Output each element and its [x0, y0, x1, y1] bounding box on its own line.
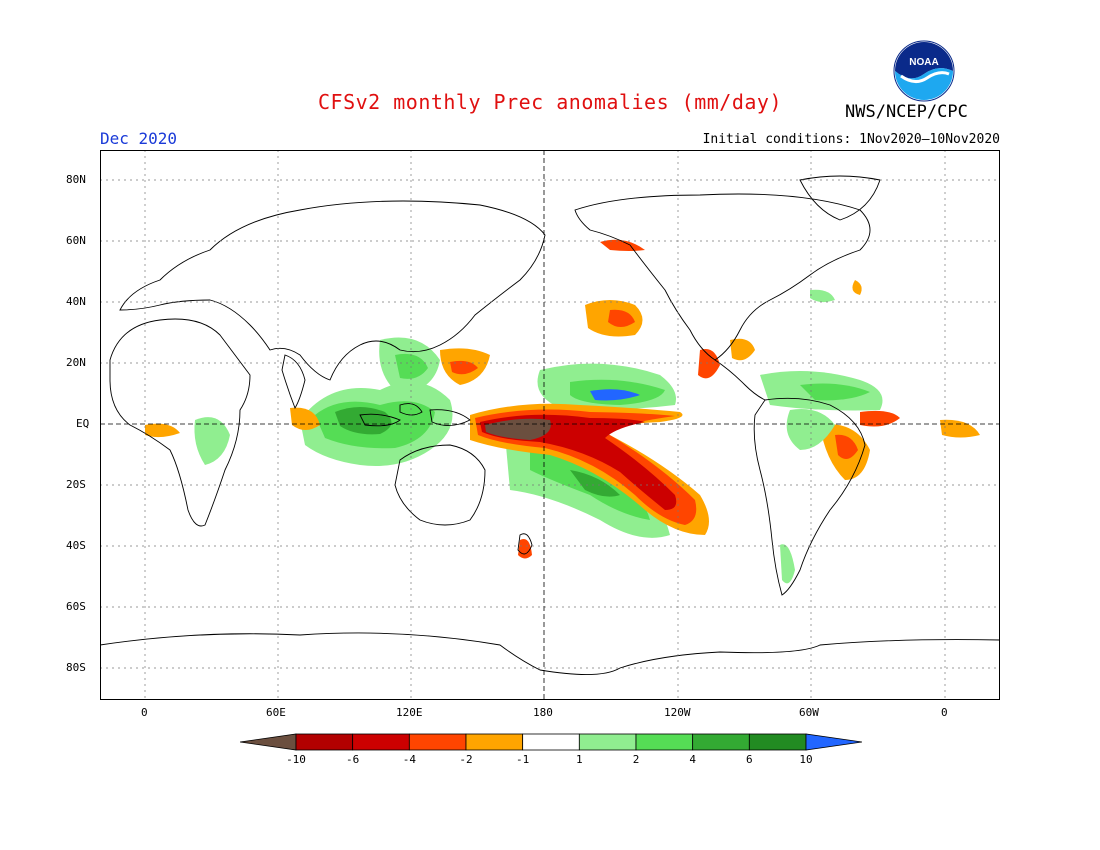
- lat-label: 20N: [66, 356, 86, 369]
- logo-text: NOAA: [909, 57, 938, 68]
- colorbar-tick-label: 6: [746, 753, 753, 766]
- noaa-logo: NOAA: [893, 40, 955, 102]
- lat-label: 60S: [66, 600, 86, 613]
- valid-month: Dec 2020: [100, 129, 178, 148]
- colorbar-tick-label: -6: [346, 753, 360, 766]
- colorbar-tick-label: -2: [459, 753, 473, 766]
- colorbar-segment: [578, 733, 637, 751]
- colorbar-segment: [522, 733, 580, 751]
- coastlines: [100, 175, 1000, 675]
- agency-label: NWS/NCEP/CPC: [845, 102, 968, 122]
- colorbar-segment: [692, 733, 750, 751]
- colorbar: [240, 733, 862, 751]
- colorbar-tick-label: 1: [576, 753, 583, 766]
- lon-label: 0: [941, 706, 948, 719]
- lat-label: EQ: [76, 417, 90, 430]
- colorbar-tick-label: 2: [632, 753, 640, 766]
- colorbar-segment: [240, 733, 297, 751]
- lon-label: 0: [141, 706, 148, 719]
- lon-label: 180: [533, 706, 553, 719]
- colorbar-segment: [408, 733, 467, 751]
- lat-label: 20S: [66, 478, 86, 491]
- lon-label: 120E: [396, 706, 423, 719]
- lat-label: 40S: [66, 539, 86, 552]
- initial-conditions: Initial conditions: 1Nov2020–10Nov2020: [702, 132, 1000, 147]
- anomaly-shading: [145, 239, 980, 584]
- colorbar-tick-label: -10: [286, 753, 306, 766]
- anomaly-map: [100, 150, 1000, 700]
- colorbar-segment: [465, 733, 524, 751]
- colorbar-tick-label: -1: [516, 753, 530, 766]
- lon-label: 60E: [266, 706, 286, 719]
- colorbar-segment: [352, 733, 410, 751]
- lat-label: 80N: [66, 173, 86, 186]
- lon-label: 60W: [799, 706, 819, 719]
- lat-label: 60N: [66, 234, 86, 247]
- colorbar-segment: [805, 733, 862, 751]
- colorbar-segment: [748, 733, 807, 751]
- lat-label: 40N: [66, 295, 86, 308]
- colorbar-segment: [635, 733, 694, 751]
- colorbar-tick-label: -4: [402, 753, 416, 766]
- colorbar-segment: [295, 733, 354, 751]
- colorbar-tick-label: 10: [799, 753, 813, 766]
- chart-title: CFSv2 monthly Prec anomalies (mm/day): [317, 90, 783, 114]
- lon-label: 120W: [664, 706, 691, 719]
- lat-label: 80S: [66, 661, 86, 674]
- colorbar-tick-label: 4: [689, 753, 696, 766]
- gridlines: [100, 150, 1000, 700]
